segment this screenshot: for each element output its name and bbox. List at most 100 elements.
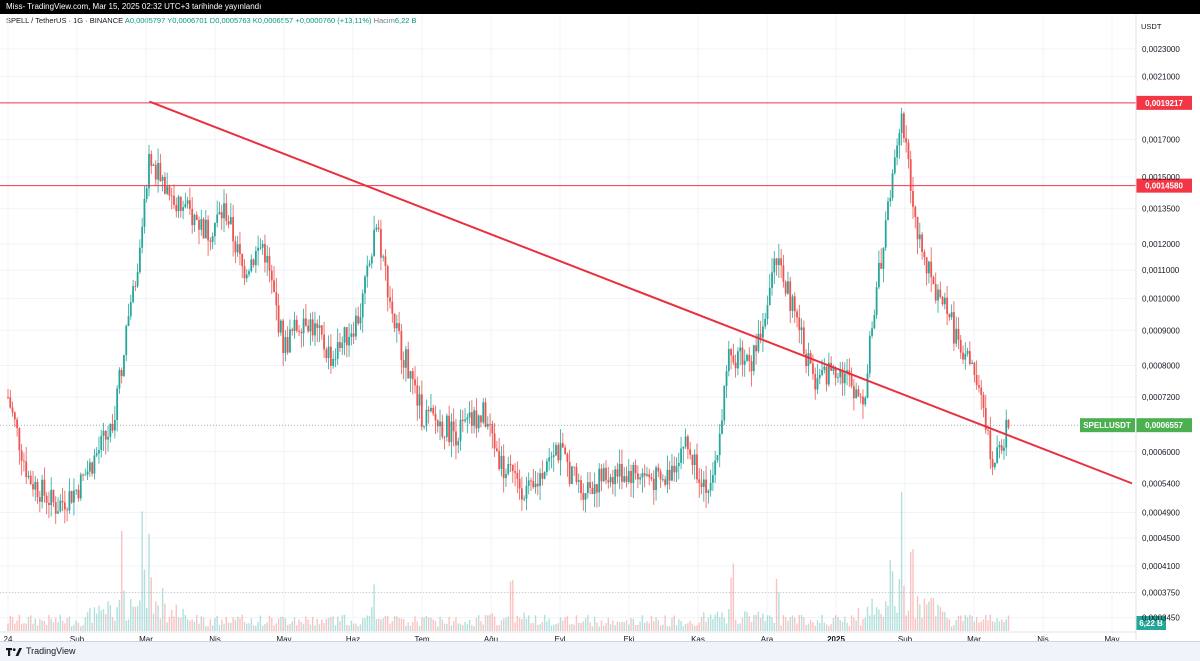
candle: [696, 443, 698, 484]
candle-body: [666, 469, 669, 485]
candle-body: [702, 479, 705, 488]
volume-label: 6,22 B: [1139, 619, 1163, 628]
candle: [625, 466, 628, 488]
volume-bar: [966, 617, 969, 631]
volume-bar: [953, 625, 955, 631]
candle-body: [414, 379, 416, 386]
candle: [232, 204, 235, 257]
volume-bar: [746, 612, 748, 631]
candle-body: [409, 371, 412, 379]
volume-bar: [236, 616, 239, 631]
candle-body: [400, 330, 403, 360]
candle: [486, 416, 489, 430]
volume-bar: [300, 622, 303, 631]
candle: [841, 361, 844, 396]
candle-body: [614, 469, 617, 485]
candle-body: [716, 455, 719, 461]
volume-bar: [341, 615, 343, 631]
candle-body: [32, 484, 34, 490]
candle-body: [430, 407, 432, 412]
volume-bar: [507, 616, 509, 631]
candle: [605, 460, 607, 485]
price-chart[interactable]: 0,0019217 0,0014580 SPELLUSDT 0,0006557 6,22…: [0, 14, 1200, 641]
candle: [225, 193, 228, 226]
candle: [223, 189, 225, 232]
volume-bar: [120, 530, 123, 631]
volume-bar: [694, 625, 696, 631]
candle-body: [227, 220, 230, 225]
candle: [998, 441, 1001, 459]
candle: [739, 338, 742, 366]
candle-body: [82, 474, 84, 476]
volume-bar: [91, 622, 93, 631]
candle-body: [812, 363, 814, 374]
candle: [420, 380, 423, 431]
candle-body: [741, 347, 744, 365]
candle: [195, 211, 198, 221]
y-tick-label: 0,0023000: [1142, 45, 1180, 54]
volume-bar: [864, 617, 866, 631]
candle-body: [141, 226, 144, 248]
candle: [950, 304, 953, 320]
candle: [20, 443, 23, 476]
candle: [91, 461, 94, 477]
candle-body: [275, 292, 278, 306]
x-tick-label: Şub: [70, 635, 85, 641]
volume-bar: [218, 624, 221, 631]
candle: [889, 190, 892, 207]
candle: [29, 470, 32, 486]
candle: [259, 238, 262, 250]
candle-body: [921, 234, 923, 252]
candle-body: [79, 474, 82, 499]
last-price-label-bg: [1136, 418, 1192, 433]
candle-body: [298, 330, 300, 332]
candle-body: [241, 253, 244, 267]
candle: [143, 185, 146, 234]
volume-bar: [887, 605, 889, 631]
candle: [548, 448, 551, 471]
volume-bar: [589, 622, 591, 631]
candle-body: [464, 419, 466, 422]
candle-body: [930, 261, 933, 278]
candle: [443, 435, 446, 450]
candle: [666, 455, 669, 494]
candle-body: [309, 319, 312, 332]
volume-bar: [637, 624, 639, 631]
candle-body: [686, 436, 689, 450]
volume-bar: [823, 622, 826, 631]
candle-body: [132, 286, 134, 303]
candle: [802, 320, 805, 355]
candle-body: [439, 421, 441, 427]
candle: [314, 311, 316, 346]
candle-body: [721, 420, 723, 434]
candle-body: [93, 455, 96, 474]
candle: [309, 313, 312, 346]
candle-body: [739, 347, 742, 352]
candle: [109, 423, 112, 443]
candle-body: [418, 394, 421, 406]
candle-body: [91, 462, 94, 474]
legend-symbol: SPELL / TetherUS · 1G · BINANCE: [6, 16, 124, 25]
candle-body: [375, 227, 378, 230]
candle: [127, 303, 130, 327]
volume-bar: [498, 625, 500, 631]
candle-body: [109, 423, 112, 437]
candle: [711, 462, 714, 491]
candle: [978, 374, 980, 393]
candle-body: [625, 476, 628, 482]
candle: [243, 259, 246, 285]
y-tick-label: 0,0011000: [1142, 266, 1180, 275]
candle: [555, 442, 557, 457]
volume-bar: [621, 621, 623, 631]
candle: [318, 315, 321, 343]
candle-body: [9, 397, 12, 408]
candle-body: [816, 378, 819, 390]
volume-bar: [84, 617, 87, 631]
candle: [805, 349, 808, 374]
candle-body: [814, 373, 817, 390]
volume-bar: [634, 625, 637, 631]
candle-body: [432, 407, 435, 414]
volume-bar: [869, 615, 871, 631]
candle-body: [511, 464, 514, 472]
candle-body: [896, 145, 898, 158]
